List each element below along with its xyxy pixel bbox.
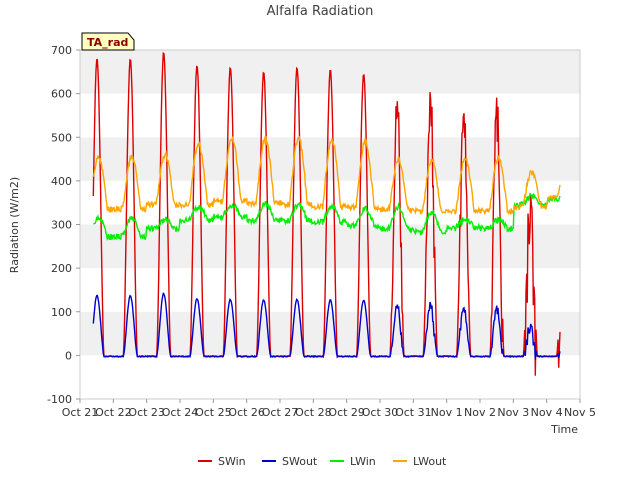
grid-band — [80, 268, 580, 312]
legend-label-swin: SWin — [218, 455, 246, 468]
x-tick-label: Nov 3 — [497, 406, 529, 419]
y-tick-label: 500 — [51, 131, 72, 144]
legend-label-lwin: LWin — [350, 455, 376, 468]
grid-band — [80, 180, 580, 225]
x-tick-label: Oct 23 — [128, 406, 165, 419]
series-line-swout — [92, 291, 561, 360]
plot-background — [80, 50, 580, 399]
grid-band — [80, 93, 580, 138]
y-tick-label: 700 — [51, 44, 72, 57]
annotation-box: TA_rad — [81, 32, 135, 51]
y-tick-label: 0 — [65, 349, 72, 362]
x-tick-label: Oct 22 — [95, 406, 132, 419]
y-tick-label: 100 — [51, 306, 72, 319]
x-tick-label: Oct 30 — [362, 406, 399, 419]
x-tick-label: Nov 4 — [531, 406, 563, 419]
x-tick-label: Nov 2 — [464, 406, 496, 419]
x-tick-label: Oct 31 — [395, 406, 432, 419]
series-line-lwin — [93, 192, 561, 242]
grid-band — [80, 355, 580, 399]
x-tick-label: Oct 28 — [295, 406, 332, 419]
y-tick-label: 600 — [51, 88, 72, 101]
y-tick-label: 300 — [51, 219, 72, 232]
legend-label-lwout: LWout — [413, 455, 447, 468]
x-tick-label: Oct 24 — [162, 406, 199, 419]
grid-band — [80, 311, 580, 356]
y-axis: -100 0 100 200 300 400 500 600 700 — [47, 44, 80, 406]
x-tick-label: Oct 29 — [328, 406, 365, 419]
series-lines — [92, 51, 561, 376]
x-tick-label: Oct 21 — [62, 406, 99, 419]
annotation-text: TA_rad — [87, 36, 128, 49]
series-line-lwout — [92, 135, 561, 216]
x-tick-label: Oct 25 — [195, 406, 232, 419]
x-tick-label: Nov 1 — [431, 406, 463, 419]
y-tick-label: 200 — [51, 262, 72, 275]
legend: SWin SWout LWin LWout — [198, 455, 447, 468]
y-axis-label: Radiation (W/m2) — [8, 177, 21, 273]
x-axis-label: Time — [550, 423, 578, 436]
y-tick-label: 400 — [51, 175, 72, 188]
chart-title: Alfalfa Radiation — [267, 4, 374, 19]
legend-label-swout: SWout — [282, 455, 318, 468]
grid-band — [80, 224, 580, 269]
x-tick-label: Oct 27 — [262, 406, 299, 419]
x-tick-label: Nov 5 — [564, 406, 596, 419]
y-tick-label: -100 — [47, 393, 72, 406]
x-tick-label: Oct 26 — [228, 406, 265, 419]
